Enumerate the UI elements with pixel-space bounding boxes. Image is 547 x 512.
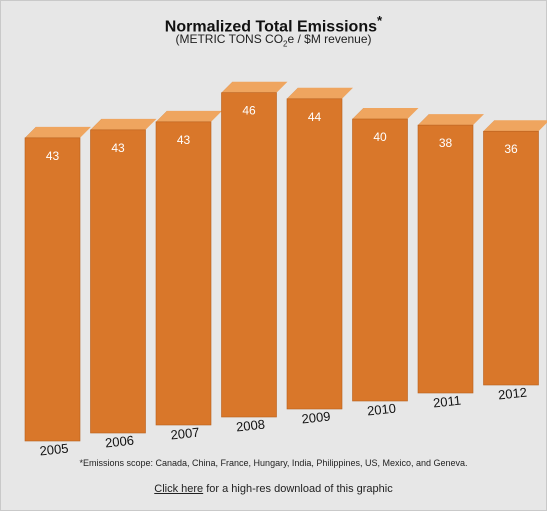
bar-top	[156, 111, 222, 122]
bar-value-label: 46	[242, 104, 256, 118]
bar	[25, 138, 80, 441]
x-tick-label: 2006	[104, 433, 134, 451]
bar-value-label: 40	[373, 130, 387, 144]
bar-top	[287, 88, 353, 99]
emissions-scope-footnote: *Emissions scope: Canada, China, France,…	[1, 458, 546, 468]
bar-top	[484, 120, 547, 131]
bar-top	[25, 127, 91, 138]
download-link[interactable]: Click here	[154, 483, 203, 495]
bar	[287, 99, 342, 409]
bar-value-label: 43	[177, 133, 191, 147]
download-text: for a high-res download of this graphic	[203, 483, 393, 495]
x-tick-label: 2005	[39, 441, 69, 459]
x-tick-label: 2007	[170, 425, 200, 443]
bar-value-label: 38	[439, 136, 453, 150]
x-tick-label: 2011	[432, 393, 461, 411]
x-tick-label: 2010	[366, 401, 396, 419]
bar-value-label: 43	[111, 141, 125, 155]
bar-value-label: 44	[308, 110, 322, 124]
bar	[418, 125, 473, 393]
x-tick-label: 2012	[497, 385, 527, 403]
bar-top	[418, 114, 484, 125]
bar	[353, 119, 408, 401]
bar-top	[353, 108, 419, 119]
x-tick-label: 2009	[301, 409, 331, 427]
bar-value-label: 43	[46, 149, 60, 163]
bar-value-label: 36	[504, 142, 518, 156]
bar	[222, 93, 277, 417]
bar	[484, 131, 539, 385]
x-tick-label: 2008	[235, 417, 265, 435]
bar	[91, 130, 146, 433]
download-note: Click here for a high-res download of th…	[1, 483, 546, 495]
bar-top	[222, 82, 288, 93]
bar	[156, 122, 211, 425]
bar-top	[91, 119, 157, 130]
